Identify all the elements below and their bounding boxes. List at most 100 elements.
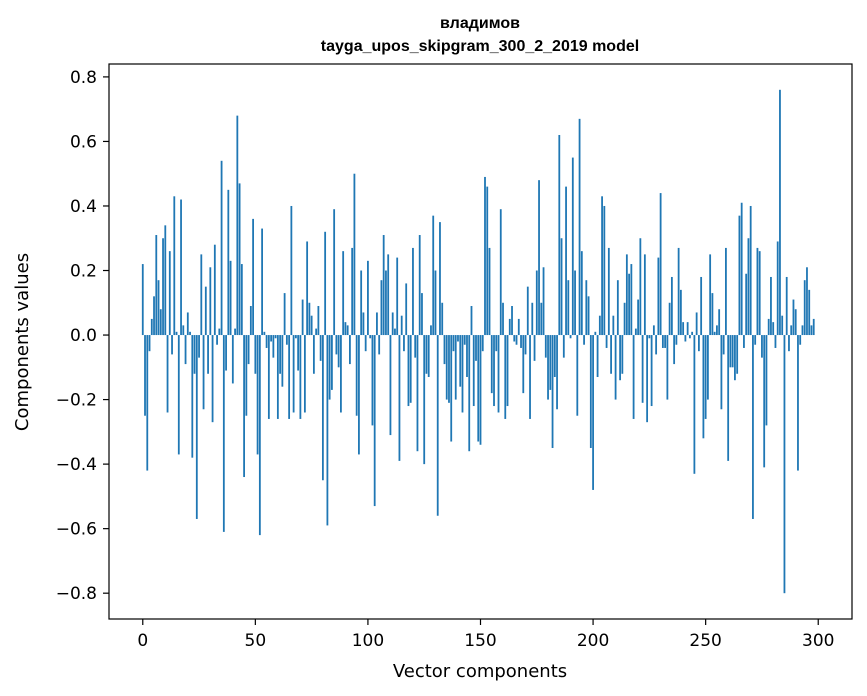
- bar-272: [754, 335, 757, 345]
- bar-153: [486, 186, 489, 336]
- bar-284: [781, 315, 784, 336]
- y-tick-label: −0.4: [56, 455, 97, 475]
- bar-147: [472, 335, 475, 407]
- bar-197: [585, 280, 588, 336]
- bar-225: [648, 335, 651, 339]
- bar-64: [285, 335, 288, 345]
- bar-85: [333, 209, 336, 336]
- bar-113: [396, 257, 399, 336]
- bar-277: [765, 335, 768, 426]
- bar-27: [202, 335, 205, 410]
- bar-208: [610, 335, 612, 374]
- bar-126: [425, 335, 428, 374]
- bar-182: [551, 335, 554, 448]
- bar-270: [749, 205, 752, 336]
- bar-42: [236, 115, 239, 336]
- bar-9: [162, 238, 164, 336]
- bar-117: [405, 283, 408, 336]
- bar-23: [193, 335, 196, 374]
- bar-140: [457, 335, 459, 342]
- bar-257: [720, 335, 723, 410]
- bar-175: [535, 270, 538, 336]
- bar-263: [734, 335, 736, 381]
- bar-120: [412, 247, 414, 336]
- bar-66: [290, 205, 293, 336]
- bar-296: [808, 289, 811, 336]
- bar-61: [279, 335, 282, 374]
- bar-174: [533, 335, 536, 361]
- bar-139: [454, 335, 457, 400]
- bar-276: [763, 335, 766, 468]
- y-axis-label: Components values: [12, 253, 33, 431]
- bar-221: [639, 238, 642, 336]
- bar-294: [803, 280, 806, 336]
- bar-246: [695, 312, 698, 336]
- y-axis-ticks: −0.8 −0.6 −0.4 −0.2 0.0 0.2 0.4 0.6 0.8: [56, 68, 109, 604]
- bar-268: [745, 273, 748, 336]
- bar-68: [294, 335, 297, 339]
- bar-102: [371, 335, 374, 426]
- bar-281: [774, 335, 777, 348]
- bar-15: [175, 331, 178, 336]
- bar-26: [200, 254, 203, 336]
- bar-145: [468, 335, 471, 452]
- bar-91: [346, 325, 349, 336]
- bar-14: [173, 196, 176, 336]
- bar-18: [182, 325, 185, 336]
- bar-128: [430, 325, 432, 336]
- bar-148: [475, 335, 477, 361]
- bar-188: [565, 186, 567, 336]
- bar-40: [231, 335, 234, 384]
- bar-171: [526, 286, 529, 336]
- bar-84: [331, 335, 333, 390]
- bar-196: [583, 335, 585, 345]
- bar-95: [355, 335, 358, 416]
- bar-70: [299, 335, 302, 419]
- bar-205: [603, 205, 606, 336]
- bar-65: [288, 335, 291, 419]
- bar-169: [522, 335, 525, 394]
- bar-202: [596, 335, 599, 377]
- bar-130: [434, 270, 437, 336]
- bar-227: [652, 325, 655, 336]
- bar-21: [189, 331, 191, 336]
- bar-287: [788, 335, 790, 352]
- bar-45: [243, 335, 245, 478]
- bar-135: [445, 335, 448, 400]
- y-tick-label: 0.8: [70, 68, 97, 88]
- bar-111: [391, 312, 394, 336]
- bar-16: [177, 335, 180, 455]
- bar-10: [164, 225, 167, 336]
- bar-271: [752, 335, 754, 519]
- bar-297: [810, 325, 813, 336]
- bar-258: [722, 335, 725, 355]
- bar-134: [443, 335, 446, 365]
- bar-132: [439, 222, 441, 336]
- bar-39: [229, 260, 232, 336]
- bar-151: [481, 335, 484, 352]
- bar-80: [321, 335, 324, 481]
- x-tick-label: 150: [464, 631, 496, 651]
- bar-2: [146, 335, 149, 471]
- bar-186: [560, 238, 563, 336]
- bar-58: [272, 335, 275, 358]
- bar-266: [740, 202, 743, 336]
- bar-77: [315, 328, 318, 336]
- bar-119: [409, 335, 412, 403]
- bar-146: [470, 306, 473, 336]
- bar-203: [598, 315, 601, 336]
- bar-228: [655, 335, 658, 355]
- bar-191: [571, 157, 574, 336]
- bar-232: [664, 335, 667, 348]
- x-axis-ticks: 0 50 100 150 200 250 300: [137, 619, 834, 651]
- bar-43: [238, 183, 241, 336]
- bar-86: [335, 335, 338, 355]
- y-tick-label: 0.2: [70, 262, 97, 282]
- x-tick-label: 0: [137, 631, 148, 651]
- bar-54: [263, 331, 266, 336]
- bar-106: [380, 280, 383, 336]
- bar-158: [497, 335, 500, 413]
- bar-163: [508, 318, 511, 336]
- bar-6: [155, 235, 158, 336]
